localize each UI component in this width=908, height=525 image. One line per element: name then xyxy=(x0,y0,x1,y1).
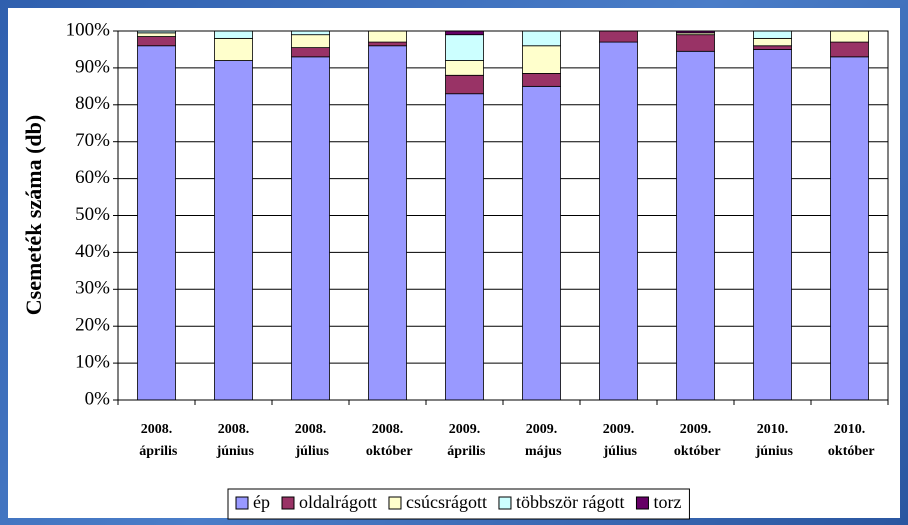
legend-label: ép xyxy=(253,492,270,512)
y-tick-label: 0% xyxy=(85,388,111,409)
bar-segment xyxy=(522,45,561,74)
y-axis-label: Csemeték száma (db) xyxy=(21,115,46,315)
bar-segment xyxy=(137,32,176,37)
bar-segment xyxy=(522,85,561,401)
x-tick-label-line: április xyxy=(444,444,486,459)
bar-segment xyxy=(445,34,484,61)
bar-segment xyxy=(291,34,330,49)
x-tick-label-line: október xyxy=(670,444,720,459)
bar-segment xyxy=(137,36,176,47)
bar-segment xyxy=(368,41,407,47)
y-tick-label: 70% xyxy=(75,130,110,151)
bar-segment xyxy=(753,49,792,401)
bar-segment xyxy=(445,60,484,76)
x-tick-label: 2010. június xyxy=(752,422,793,459)
x-tick-label: 2008. október xyxy=(362,422,412,459)
x-tick-label: 2008. június xyxy=(213,422,254,459)
x-tick-label-line: június xyxy=(752,444,793,459)
bar-segment xyxy=(599,30,638,43)
bar-segment xyxy=(368,30,407,43)
legend-label: torz xyxy=(653,492,681,512)
bar-segment xyxy=(830,41,869,58)
legend-swatch xyxy=(235,496,249,510)
x-tick-label-line: április xyxy=(136,444,178,459)
y-tick-label: 40% xyxy=(75,241,110,262)
x-tick-label-line: október xyxy=(824,444,874,459)
bar-segment xyxy=(445,74,484,95)
x-tick-label-line: 2009. xyxy=(526,422,558,437)
x-tick-label-line: 2009. xyxy=(603,422,635,437)
x-tick-label: 2008. július xyxy=(292,422,330,459)
x-tick-label: 2009. július xyxy=(600,422,638,459)
bar-segment xyxy=(214,30,253,39)
bar-segment xyxy=(368,45,407,401)
y-tick-label: 20% xyxy=(75,315,110,336)
x-tick-label-line: 2009. xyxy=(680,422,712,437)
y-tick-label: 30% xyxy=(75,278,110,299)
bar-segment xyxy=(214,37,253,61)
y-tick-label: 90% xyxy=(75,56,110,77)
x-tick-label: 2009. május xyxy=(521,422,562,459)
plot-frame xyxy=(117,30,889,401)
x-tick-label-line: július xyxy=(600,444,638,459)
legend-box xyxy=(227,488,690,520)
legend-swatch xyxy=(635,496,649,510)
x-tick-label: 2010. október xyxy=(824,422,874,459)
legend-swatch xyxy=(281,496,295,510)
y-tick-label: 50% xyxy=(75,204,110,225)
x-tick-label-line: 2008. xyxy=(372,422,404,437)
y-tick-label: 10% xyxy=(75,351,110,372)
x-tick-label-line: június xyxy=(213,444,254,459)
bar-segment xyxy=(830,56,869,401)
x-tick-label-line: május xyxy=(521,444,562,459)
legend-label: csúcsrágott xyxy=(406,492,487,512)
bar-segment xyxy=(830,30,869,43)
bar-segment xyxy=(522,30,561,47)
bar-segment xyxy=(522,73,561,87)
x-tick-label-line: október xyxy=(362,444,412,459)
bar-segment xyxy=(676,50,715,401)
y-tick-label: 60% xyxy=(75,167,110,188)
bar-segment xyxy=(445,30,484,36)
bar-segment xyxy=(137,45,176,401)
legend-label: többször rágott xyxy=(516,492,624,512)
bar-segment xyxy=(291,30,330,36)
x-tick-label-line: 2009. xyxy=(449,422,481,437)
bar-segment xyxy=(291,56,330,401)
bar-segment xyxy=(753,45,792,50)
x-tick-label-line: 2010. xyxy=(834,422,866,437)
x-tick-label: 2009. április xyxy=(444,422,486,459)
bar-segment xyxy=(214,60,253,401)
y-tick-label: 80% xyxy=(75,93,110,114)
bar-segment xyxy=(753,37,792,47)
bar-segment xyxy=(676,34,715,52)
bar-segment xyxy=(753,30,792,39)
bar-segment xyxy=(599,41,638,401)
legend-swatch xyxy=(498,496,512,510)
x-tick-label-line: 2010. xyxy=(757,422,789,437)
x-tick-label-line: 2008. xyxy=(218,422,250,437)
x-tick-label-line: július xyxy=(292,444,330,459)
x-tick-label-line: 2008. xyxy=(141,422,173,437)
y-tick-label: 100% xyxy=(66,19,111,40)
bar-segment xyxy=(291,47,330,58)
bar-segment xyxy=(445,93,484,401)
x-tick-label: 2008. április xyxy=(136,422,178,459)
x-tick-label-line: 2008. xyxy=(295,422,327,437)
x-tick-label: 2009. október xyxy=(670,422,720,459)
legend-label: oldalrágott xyxy=(299,492,377,512)
legend-swatch xyxy=(388,496,402,510)
